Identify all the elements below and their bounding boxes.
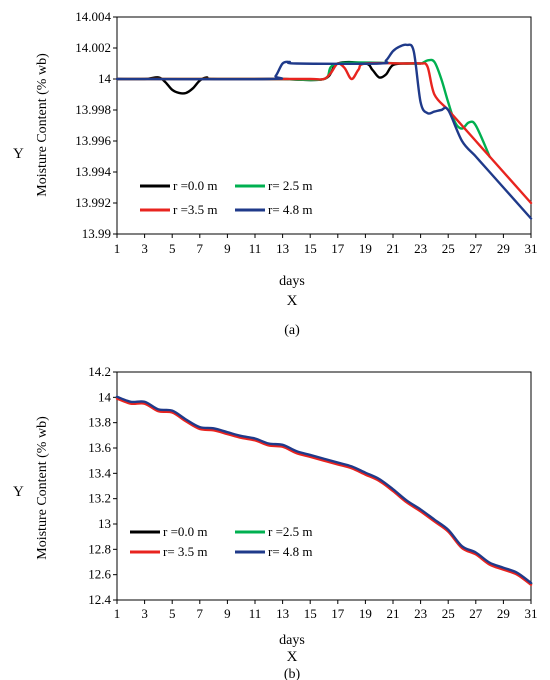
y-axis-title-b: Moisture Content (% wb): [35, 416, 50, 560]
y-tick-label: 14.002: [75, 40, 111, 55]
x-axis-title-a: days: [279, 274, 305, 289]
x-tick-label: 29: [497, 606, 510, 621]
x-tick-label: 21: [387, 241, 400, 256]
x-tick-labels-a: 1 3 5 7 9 11 13 15 17 19 21 23 25 27 29 31: [114, 234, 538, 256]
x-tick-label: 9: [224, 241, 231, 256]
series-line-0: [115, 60, 422, 95]
x-tick-label: 25: [442, 606, 455, 621]
series-lines-b: [115, 395, 533, 586]
x-tick-label: 13: [276, 606, 289, 621]
x-tick-label: 1: [114, 241, 121, 256]
legend-b: r =0.0 m r =2.5 m r= 3.5 m r= 4.8 m: [130, 524, 313, 559]
legend-label-2: r= 3.5 m: [163, 544, 208, 559]
x-tick-label: 29: [497, 241, 510, 256]
x-tick-label: 27: [469, 606, 483, 621]
y-tick-labels-b: 12.4 12.6 12.8 13 13.2 13.4 13.6 13.8 14 14.2: [88, 364, 117, 607]
series-line-2: [115, 397, 533, 586]
x-tick-label: 3: [141, 606, 148, 621]
x-tick-label: 15: [304, 241, 317, 256]
legend-a: r =0.0 m r= 2.5 m r =3.5 m r= 4.8 m: [140, 178, 313, 217]
plot-area-b: [116, 371, 532, 601]
series-line-3: [115, 395, 533, 585]
x-axis-title-b: days: [279, 633, 305, 648]
y-tick-labels-a: 13.99 13.992 13.994 13.996 13.998 14 14.002 14.…: [75, 9, 117, 241]
x-tick-label: 11: [249, 241, 262, 256]
x-tick-label: 15: [304, 606, 317, 621]
legend-label-2: r =3.5 m: [173, 202, 218, 217]
x-tick-label: 7: [197, 606, 204, 621]
legend-label-3: r= 4.8 m: [268, 544, 313, 559]
y-axis-title-a: Moisture Content (% wb): [35, 53, 50, 197]
y-tick-label: 14.2: [88, 364, 111, 379]
y-tick-label: 13.992: [75, 195, 111, 210]
x-tick-label: 13: [276, 241, 289, 256]
series-lines-a: [115, 43, 533, 220]
x-tick-label: 9: [224, 606, 231, 621]
caption-a: (a): [284, 323, 300, 338]
series-line-1: [115, 58, 491, 158]
x-letter-b: X: [287, 649, 298, 665]
y-tick-label: 13.994: [75, 164, 111, 179]
y-tick-label: 13.8: [88, 415, 111, 430]
y-letter-a: Y: [13, 146, 24, 162]
legend-label-0: r =0.0 m: [173, 178, 218, 193]
x-tick-label: 19: [359, 241, 372, 256]
x-tick-label: 7: [197, 241, 204, 256]
x-tick-label: 23: [414, 606, 427, 621]
y-tick-label: 13.2: [88, 491, 111, 506]
x-tick-label: 17: [331, 606, 345, 621]
x-tick-label: 31: [525, 606, 538, 621]
x-tick-label: 5: [169, 606, 176, 621]
y-tick-label: 13.998: [75, 102, 111, 117]
series-line-3: [115, 43, 533, 220]
x-tick-label: 5: [169, 241, 176, 256]
caption-b: (b): [284, 667, 301, 680]
x-tick-label: 17: [331, 241, 345, 256]
y-tick-label: 14.004: [75, 9, 111, 24]
x-tick-label: 23: [414, 241, 427, 256]
y-tick-label: 12.6: [88, 567, 111, 582]
x-tick-label: 11: [249, 606, 262, 621]
y-tick-label: 13.6: [88, 440, 111, 455]
plot-area-a: [116, 16, 532, 235]
y-tick-label: 13.99: [82, 226, 111, 241]
y-tick-label: 12.8: [88, 541, 111, 556]
y-tick-label: 14: [98, 389, 112, 404]
legend-label-1: r= 2.5 m: [268, 178, 313, 193]
y-tick-label: 13: [98, 516, 111, 531]
chart-a: 13.99 13.992 13.994 13.996 13.998 14 14.002 14.…: [13, 9, 538, 338]
legend-label-1: r =2.5 m: [268, 524, 313, 539]
x-tick-label: 1: [114, 606, 121, 621]
x-tick-label: 3: [141, 241, 148, 256]
legend-label-3: r= 4.8 m: [268, 202, 313, 217]
x-tick-label: 21: [387, 606, 400, 621]
x-tick-label: 19: [359, 606, 372, 621]
x-tick-label: 31: [525, 241, 538, 256]
legend-label-0: r =0.0 m: [163, 524, 208, 539]
y-tick-label: 13.4: [88, 465, 111, 480]
x-tick-labels-b: 1 3 5 7 9 11 13 15 17 19 21 23 25 27 29 31: [114, 600, 538, 621]
y-tick-label: 13.996: [75, 133, 111, 148]
x-letter-a: X: [287, 293, 298, 309]
y-tick-label: 14: [98, 71, 112, 86]
x-tick-label: 27: [469, 241, 483, 256]
y-tick-label: 12.4: [88, 592, 111, 607]
x-tick-label: 25: [442, 241, 455, 256]
y-letter-b: Y: [13, 484, 24, 500]
